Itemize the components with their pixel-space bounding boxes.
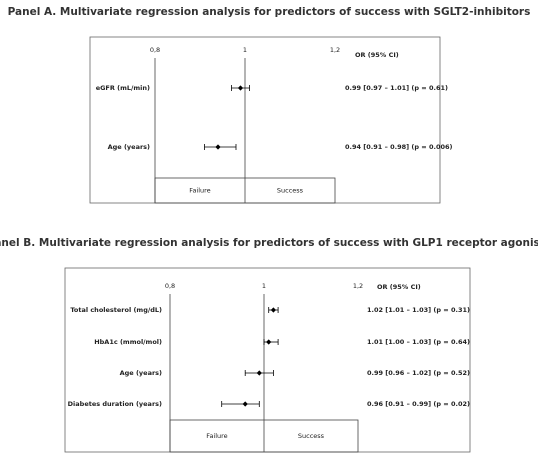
point-estimate	[270, 307, 276, 313]
row-label: Age (years)	[108, 143, 150, 151]
column-header: OR (95% CI)	[377, 283, 421, 291]
panel-frame	[64, 267, 471, 453]
value-label: 0.94 [0.91 – 0.98] (p = 0.006)	[345, 143, 453, 151]
row-label: HbA1c (mmol/mol)	[94, 338, 162, 346]
value-label: 0.96 [0.91 – 0.99] (p = 0.02)	[367, 400, 470, 408]
footer-left: Failure	[206, 432, 227, 440]
x-tick-label: 1,2	[353, 282, 363, 290]
chart-title: Panel B. Multivariate regression analysi…	[0, 237, 538, 249]
x-tick-label: 1	[243, 46, 247, 54]
point-estimate	[237, 85, 244, 91]
value-label: 0.99 [0.97 – 1.01] (p = 0.61)	[345, 84, 448, 92]
x-tick-label: 1	[262, 282, 266, 290]
point-estimate	[266, 339, 272, 345]
point-estimate	[215, 144, 221, 150]
x-tick-label: 0,8	[165, 282, 175, 290]
chart-title: Panel A. Multivariate regression analysi…	[8, 6, 531, 18]
footer-left: Failure	[189, 187, 210, 195]
x-tick-label: 0,8	[150, 46, 160, 54]
row-label: Diabetes duration (years)	[68, 400, 162, 408]
row-label: eGFR (mL/min)	[96, 84, 150, 92]
point-estimate	[242, 401, 248, 407]
column-header: OR (95% CI)	[355, 51, 399, 59]
value-label: 1.02 [1.01 – 1.03] (p = 0.31)	[367, 306, 470, 314]
x-tick-label: 1,2	[330, 46, 340, 54]
footer-right: Success	[298, 432, 325, 440]
value-label: 1.01 [1.00 – 1.03] (p = 0.64)	[367, 338, 470, 346]
row-label: Total cholesterol (mg/dL)	[70, 306, 162, 314]
value-label: 0.99 [0.96 – 1.02] (p = 0.52)	[367, 369, 470, 377]
row-label: Age (years)	[120, 369, 162, 377]
footer-right: Success	[277, 187, 304, 195]
point-estimate	[256, 370, 262, 376]
